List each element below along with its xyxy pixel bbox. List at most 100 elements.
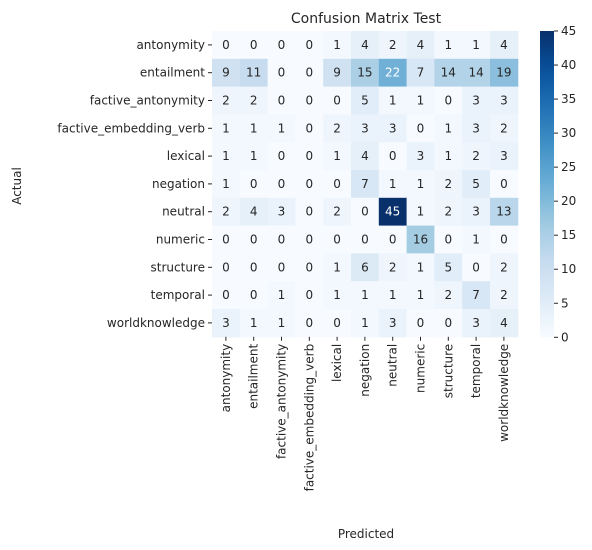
heatmap-cell [378,31,408,60]
cell-value-label: 1 [361,288,369,302]
cell-value-label: 1 [389,177,397,191]
cell-value-label: 19 [496,66,511,80]
column-tick-label: lexical [330,344,344,382]
heatmap-cell [490,281,519,310]
heatmap-cell [378,309,408,338]
colorbar-tick-label: 30 [561,126,576,140]
cell-value-label: 13 [496,205,511,219]
column-tick-label: neutral [386,344,400,387]
heatmap-cell [434,58,463,88]
cell-value-label: 0 [305,233,313,247]
column-tick-label: factive_antonymity [275,344,289,459]
cell-value-label: 0 [250,260,258,274]
colorbar-tick-label: 5 [561,296,569,310]
colorbar: 0 5 10 15 20 25 30 35 40 45 [540,24,576,344]
cell-value-label: 0 [278,94,286,108]
cell-value-label: 3 [361,121,369,135]
heatmap-cell [490,31,519,60]
cell-value-label: 2 [222,94,230,108]
cell-value-label: 1 [278,121,286,135]
cell-value-label: 1 [417,94,425,108]
heatmap-cell [323,197,352,227]
heatmap-cell [378,58,408,88]
heatmap-cell [351,309,380,338]
cell-value-label: 1 [444,38,452,52]
cell-value-label: 0 [389,149,397,163]
cell-value-label: 1 [417,288,425,302]
cell-value-label: 9 [222,66,230,80]
heatmap-cell [295,309,324,338]
cell-value-label: 7 [361,177,369,191]
cell-value-label: 0 [278,260,286,274]
column-tick-label: entailment [247,344,261,409]
heatmap-cell [212,58,241,88]
heatmap-cell [490,225,519,254]
cell-value-label: 0 [250,177,258,191]
cell-value-label: 4 [361,38,369,52]
cell-value-label: 45 [385,205,400,219]
cell-value-label: 1 [333,149,341,163]
heatmap-cell [295,114,324,143]
heatmap-cell [406,142,435,171]
cell-value-label: 7 [417,66,425,80]
heatmap-cell [378,281,408,310]
cell-value-label: 5 [472,177,480,191]
cell-value-label: 1 [222,121,230,135]
heatmap-cell [434,170,463,199]
column-tick-label: negation [358,344,372,397]
heatmap-cell [490,309,519,338]
heatmap-cell [323,31,352,60]
cell-value-label: 4 [361,149,369,163]
cell-value-label: 22 [385,66,400,80]
row-tick-label: factive_embedding_verb [57,121,205,135]
heatmap-cell [462,170,491,199]
cell-value-label: 0 [278,177,286,191]
row-tick-label: numeric [156,233,205,247]
cell-value-label: 1 [472,38,480,52]
cell-value-label: 0 [500,177,508,191]
row-tick-label: lexical [167,149,205,163]
heatmap-cell [406,31,435,60]
cell-value-label: 5 [444,260,452,274]
heatmap-cell [295,281,324,310]
heatmap-cell [462,253,491,282]
heatmap-cell [351,142,380,171]
cell-value-label: 0 [389,233,397,247]
cell-value-label: 0 [278,149,286,163]
heatmap-cell [490,86,519,115]
cell-value-label: 3 [500,94,508,108]
cell-value-label: 4 [250,205,258,219]
cell-value-label: 0 [305,38,313,52]
heatmap-cell [406,225,435,254]
heatmap-cell [462,281,491,310]
heatmap-cell [295,58,324,88]
heatmap-cell [406,253,435,282]
heatmap-cell [212,170,241,199]
colorbar-tick-label: 45 [561,24,576,38]
cell-value-label: 1 [472,233,480,247]
heatmap-cell [295,170,324,199]
heatmap-cell [212,197,241,227]
cell-value-label: 0 [333,233,341,247]
row-tick-label: factive_antonymity [90,94,205,108]
row-tick-label: antonymity [136,38,205,52]
cell-value-label: 2 [333,121,341,135]
heatmap-cell [267,309,296,338]
heatmap-cell [239,58,269,88]
colorbar-tick-label: 40 [561,58,576,72]
cell-value-label: 0 [250,38,258,52]
cell-value-label: 3 [389,121,397,135]
cell-value-label: 2 [333,205,341,219]
cell-value-label: 0 [417,121,425,135]
heatmap-cell [323,142,352,171]
heatmap-cell [351,281,380,310]
heatmap-cell [267,225,296,254]
cell-value-label: 1 [389,94,397,108]
heatmap-cell [267,142,296,171]
heatmap-cell [212,31,241,60]
heatmap-cell [239,309,269,338]
column-tick-label: structure [441,344,455,398]
cell-value-label: 11 [246,66,261,80]
heatmap-cell [323,225,352,254]
cell-value-label: 14 [441,66,456,80]
